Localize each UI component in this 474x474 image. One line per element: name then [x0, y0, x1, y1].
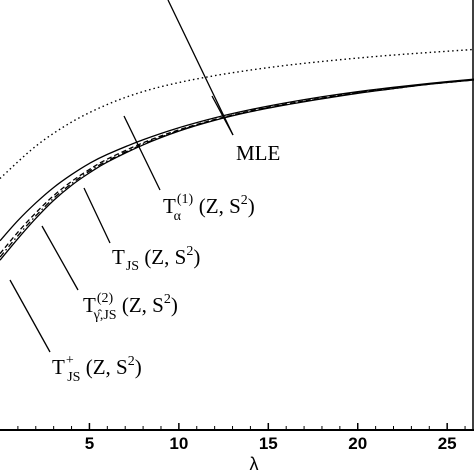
x-tick-label-10: 10: [169, 434, 188, 453]
x-tick-label-15: 15: [259, 434, 278, 453]
curve-label-t_gamma_js: T(2) γ̂,JS (Z, S2): [83, 291, 178, 323]
leader-line-t_js_plus: [9, 279, 51, 353]
curve-label-mle: MLE: [236, 141, 280, 165]
leader-line-t_gamma_js: [41, 225, 79, 291]
curve-labels: MLE T(1) α (Z, S2) TJS (Z, S2) T(2) γ̂,JS (Z,…: [52, 141, 280, 385]
curve-label-t_alpha: T(1) α (Z, S2): [163, 192, 255, 224]
leader-line-mle: [211, 95, 234, 136]
x-axis-label: λ: [250, 454, 259, 474]
curves: [0, 48, 474, 261]
x-tick-label-20: 20: [348, 434, 367, 453]
x-tick-label-25: 25: [438, 434, 457, 453]
curve-label-t_js: TJS (Z, S2): [112, 244, 200, 274]
series-line-t_js: [0, 78, 474, 255]
leader-line-upper: [167, 0, 234, 136]
x-ticks: 5 10 15 20 25: [17, 423, 466, 453]
series-line-t_gamma_js: [0, 79, 474, 258]
curve-label-t_js_plus: T+ JS (Z, S2): [52, 353, 142, 385]
leader-lines: [9, 0, 234, 353]
x-tick-label-5: 5: [85, 434, 94, 453]
series-line-mle: [0, 48, 474, 179]
leader-line-t_alpha: [123, 115, 161, 191]
axes: [0, 0, 474, 431]
series-line-t_js_plus: [0, 79, 474, 261]
series-line-t_alpha: [0, 78, 474, 242]
leader-line-t_js: [83, 187, 111, 244]
